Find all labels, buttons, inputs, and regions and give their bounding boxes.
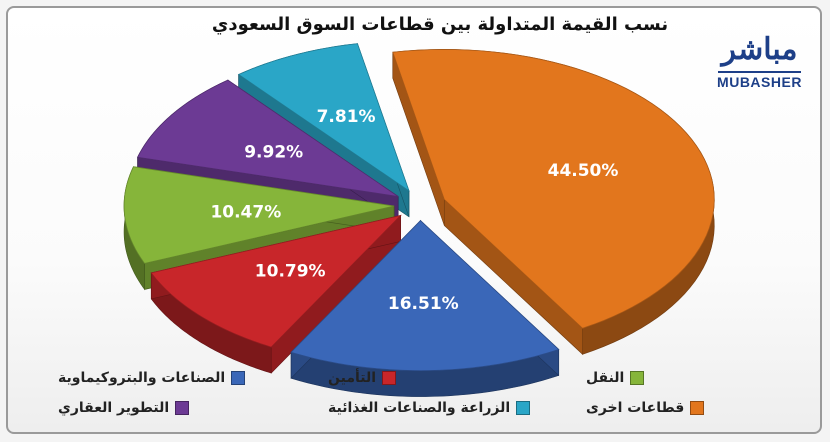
legend-swatch bbox=[690, 401, 705, 415]
pie-slice-group: 44.50% bbox=[392, 49, 715, 355]
logo-divider bbox=[718, 71, 801, 73]
legend-swatch bbox=[231, 371, 246, 385]
pie-slice-group: 10.79% bbox=[150, 214, 402, 374]
legend-label: التطوير العقاري bbox=[58, 400, 170, 416]
pie-slice bbox=[137, 79, 399, 197]
mubasher-logo: مباشر MUBASHER bbox=[712, 30, 807, 100]
legend-item-petrochem: الصناعات والبتروكيماوية bbox=[58, 370, 246, 386]
legend-item-agriculture: الزراعة والصناعات الغذائية bbox=[328, 400, 531, 416]
chart-title: نسب القيمة المتداولة بين قطاعات السوق ال… bbox=[211, 14, 669, 35]
legend-label: قطاعات اخرى bbox=[586, 400, 685, 416]
data-label: 44.50% bbox=[548, 161, 619, 181]
pie-slice bbox=[150, 214, 402, 348]
data-label: 10.79% bbox=[255, 262, 326, 282]
legend-item-others: قطاعات اخرى bbox=[586, 400, 705, 416]
legend-swatch bbox=[630, 371, 645, 385]
pie-slice bbox=[237, 43, 410, 192]
legend-label: الزراعة والصناعات الغذائية bbox=[328, 400, 511, 416]
data-label: 16.51% bbox=[388, 294, 459, 314]
pie-slice bbox=[123, 166, 395, 264]
logo-english-text: MUBASHER bbox=[717, 74, 802, 90]
legend-item-insurance: التأمين bbox=[328, 370, 397, 386]
chart-legend: الصناعات والبتروكيماوية التأمين النقل ال… bbox=[28, 368, 705, 428]
data-label: 7.81% bbox=[317, 107, 376, 127]
data-label: 9.92% bbox=[244, 143, 303, 163]
legend-label: الصناعات والبتروكيماوية bbox=[58, 370, 226, 386]
legend-swatch bbox=[382, 371, 397, 385]
legend-item-transport: النقل bbox=[586, 370, 645, 386]
pie-slice-group: 16.51% bbox=[290, 219, 560, 397]
legend-swatch bbox=[516, 401, 531, 415]
pie-slice bbox=[392, 49, 715, 329]
data-label: 10.47% bbox=[210, 202, 281, 222]
legend-label: النقل bbox=[586, 370, 625, 386]
legend-item-realestate: التطوير العقاري bbox=[58, 400, 190, 416]
legend-label: التأمين bbox=[328, 370, 377, 386]
pie-slice bbox=[290, 220, 560, 371]
logo-arabic-text: مباشر bbox=[721, 32, 798, 67]
legend-swatch bbox=[175, 401, 190, 415]
